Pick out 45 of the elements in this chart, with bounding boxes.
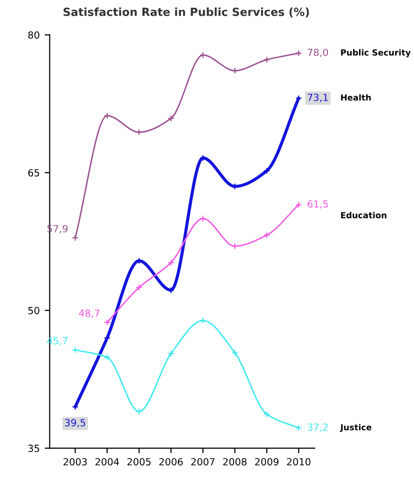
point — [295, 94, 302, 102]
point — [104, 334, 110, 342]
point — [232, 242, 238, 250]
data-label: 39,5 — [65, 419, 86, 428]
x-tick-label: 2010 — [287, 458, 310, 466]
x-tick-label: 2004 — [95, 458, 119, 466]
y-tick-label: 50 — [28, 306, 40, 314]
x-tick-label: 2005 — [127, 458, 151, 466]
y-tick-label: 80 — [28, 31, 40, 39]
point — [200, 52, 206, 58]
point — [168, 259, 174, 266]
point — [104, 112, 110, 120]
point — [168, 115, 174, 122]
text: Justice — [340, 424, 372, 432]
x-tick-label: 2007 — [191, 458, 214, 466]
point — [200, 317, 206, 324]
data-label: 37,2 — [308, 423, 328, 432]
data-label: 48,7 — [79, 309, 100, 318]
x-tick-label: 2009 — [255, 458, 278, 466]
chart-title: Satisfaction Rate in Public Services (%) — [64, 7, 309, 18]
text: Education — [341, 212, 386, 218]
y-tick-label: 65 — [28, 169, 40, 176]
point — [263, 232, 270, 238]
data-label: 61,5 — [308, 200, 328, 209]
point — [136, 128, 142, 136]
point — [263, 56, 270, 63]
point — [263, 167, 270, 174]
point — [232, 67, 238, 74]
text: Public Security — [341, 49, 411, 58]
point — [232, 349, 238, 356]
point — [136, 408, 142, 415]
data-label: 78,0 — [308, 48, 328, 58]
data-label: 73,1 — [308, 94, 328, 102]
point — [168, 350, 174, 357]
x-tick-label: 2008 — [223, 458, 247, 466]
text: Health — [341, 94, 371, 101]
point — [72, 404, 79, 410]
point — [200, 215, 206, 222]
x-tick-label: 2003 — [64, 458, 87, 466]
y-tick-label: 35 — [28, 444, 40, 452]
line-series — [72, 94, 302, 410]
x-tick-label: 2006 — [159, 458, 183, 466]
point — [104, 354, 110, 361]
point — [263, 410, 270, 418]
point — [136, 284, 142, 291]
